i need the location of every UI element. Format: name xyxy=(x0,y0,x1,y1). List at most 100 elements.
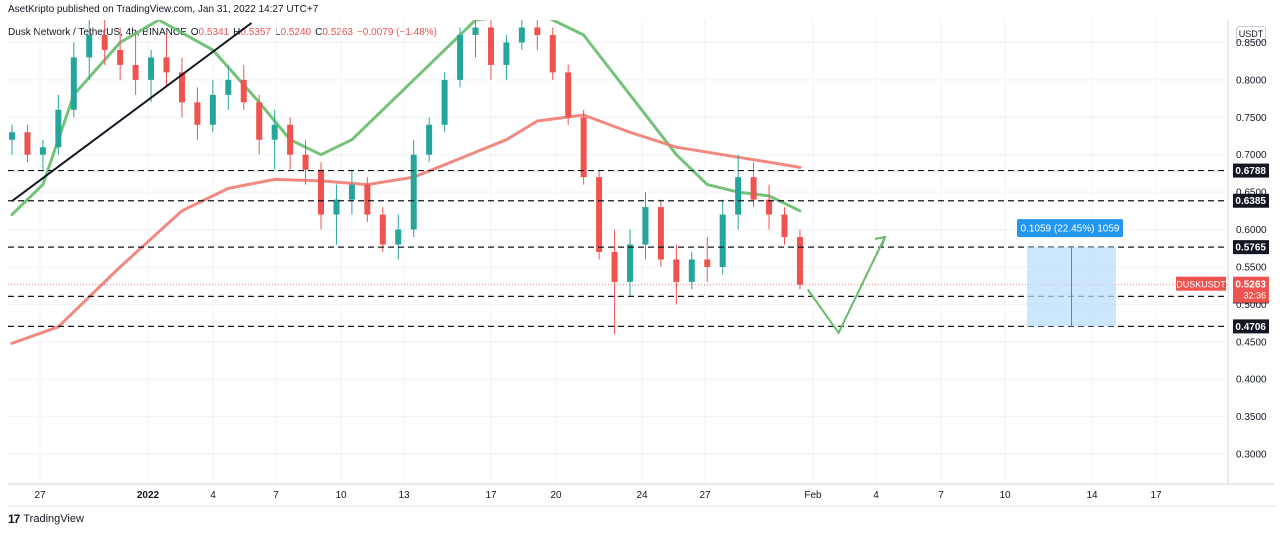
candle-body xyxy=(24,132,31,155)
candle-body xyxy=(256,102,263,140)
symbol-badge xyxy=(1176,276,1226,291)
y-tick-label: 0.8500 xyxy=(1236,38,1267,49)
level-price-badge xyxy=(1233,163,1269,178)
candle-body xyxy=(132,64,139,80)
candle-body xyxy=(318,169,324,215)
candle-body xyxy=(565,72,572,118)
x-tick-label: 7 xyxy=(273,490,279,501)
candle-body xyxy=(410,154,417,230)
level-price-badge xyxy=(1233,319,1269,334)
candle-body xyxy=(704,259,711,267)
candle-body xyxy=(750,177,757,200)
y-tick-label: 0.6500 xyxy=(1236,188,1267,199)
price-range-measure: 0.1059 (22.45%) 1059 xyxy=(1017,219,1123,327)
y-tick-label: 0.7000 xyxy=(1236,150,1267,161)
candle-body xyxy=(225,79,232,95)
candle-body xyxy=(9,132,15,140)
x-tick-label: 10 xyxy=(335,490,347,501)
tradingview-brand[interactable]: 17 TradingView xyxy=(8,512,84,526)
candle-body xyxy=(178,72,185,103)
y-tick-label: 0.3500 xyxy=(1236,412,1267,423)
candle-body xyxy=(441,79,448,125)
candles xyxy=(9,20,803,335)
candle-body xyxy=(518,27,525,43)
candle-body xyxy=(86,34,93,58)
projection-path xyxy=(806,236,886,335)
x-tick-label: 27 xyxy=(34,490,46,501)
current-price-label: 0.5263 xyxy=(1235,280,1266,291)
candle-body xyxy=(148,57,155,80)
tradingview-logo-icon: 17 xyxy=(8,512,20,526)
candle-body xyxy=(781,214,788,238)
candle-body xyxy=(426,124,433,155)
y-tick-label: 0.3000 xyxy=(1236,450,1267,461)
candle-body xyxy=(688,259,695,282)
brand-name: TradingView xyxy=(23,513,84,525)
candle-body xyxy=(240,79,247,103)
candle-body xyxy=(302,154,309,170)
candle-body xyxy=(333,199,340,215)
candle-body xyxy=(657,207,664,260)
horizontal-levels xyxy=(8,169,1228,327)
candle-body xyxy=(766,199,773,215)
candle-body xyxy=(487,27,494,65)
candle-body xyxy=(163,57,170,73)
candle-body xyxy=(472,27,479,35)
level-price-badge xyxy=(1233,193,1269,208)
ohlc-open-value: 0.5341 xyxy=(198,27,230,38)
y-tick-label: 0.8000 xyxy=(1236,75,1267,86)
ma-line-green xyxy=(10,20,802,217)
x-tick-label: 4 xyxy=(210,490,216,501)
level-price-label: 0.6385 xyxy=(1235,196,1266,207)
ohlc-open-key: O xyxy=(190,27,199,38)
measure-label: 0.1059 (22.45%) 1059 xyxy=(1021,224,1120,235)
candle-body xyxy=(287,124,294,155)
symbol-legend: Dusk Network / TetherUS, 4h, BINANCE O0.… xyxy=(8,27,437,38)
currency-unit-button[interactable]: USDT xyxy=(1236,26,1266,42)
ohlc-open: O0.5341 xyxy=(191,27,229,38)
candle-body xyxy=(395,229,402,245)
candle-body xyxy=(673,259,680,282)
candle-body xyxy=(271,124,278,140)
x-tick-label: 7 xyxy=(938,490,944,501)
candle-body xyxy=(117,49,124,65)
candle-body xyxy=(735,177,742,215)
candle-body xyxy=(719,214,726,267)
candle-body xyxy=(70,57,77,110)
trendline xyxy=(11,22,253,202)
ohlc-close-key: C xyxy=(315,27,323,38)
y-tick-label: 0.7500 xyxy=(1236,113,1267,124)
bar-countdown-label: 32:36 xyxy=(1243,291,1266,301)
level-price-label: 0.4706 xyxy=(1235,322,1266,333)
level-price-badge xyxy=(1233,240,1269,255)
ohlc-high-value: 0.5357 xyxy=(240,27,271,38)
y-tick-label: 0.4000 xyxy=(1236,375,1267,386)
price-badges: 0.67880.63850.57650.51070.4706DUSKUSDT0.… xyxy=(1176,163,1269,334)
candle-body xyxy=(55,109,62,148)
candle-body xyxy=(549,34,556,73)
symbol-name[interactable]: Dusk Network / TetherUS, 4h, BINANCE xyxy=(8,27,187,38)
candle-body xyxy=(194,102,201,125)
projection-arrowhead xyxy=(874,235,887,247)
candle-body xyxy=(457,34,464,80)
ohlc-close-value: 0.5263 xyxy=(322,27,353,38)
candle-body xyxy=(611,252,618,282)
symbol-badge-label: DUSKUSDT xyxy=(1176,280,1226,290)
y-tick-label: 0.6000 xyxy=(1236,225,1267,236)
ohlc-high-key: H xyxy=(233,27,241,38)
level-price-label: 0.5765 xyxy=(1235,243,1266,254)
candle-body xyxy=(642,207,649,245)
ohlc-low-key: L xyxy=(274,27,281,38)
x-tick-label: 27 xyxy=(699,490,711,501)
moving-averages xyxy=(10,20,802,345)
y-tick-label: 0.5500 xyxy=(1236,262,1267,273)
y-tick-label: 0.4500 xyxy=(1236,337,1267,348)
x-tick-label: 17 xyxy=(1150,490,1162,501)
candle-body xyxy=(503,42,510,65)
price-change: −0.0079 (−1.48%) xyxy=(356,27,438,38)
x-tick-label: 4 xyxy=(873,490,879,501)
level-price-label: 0.6788 xyxy=(1235,166,1266,177)
x-tick-label: 2022 xyxy=(137,490,160,501)
candle-body xyxy=(627,244,633,282)
